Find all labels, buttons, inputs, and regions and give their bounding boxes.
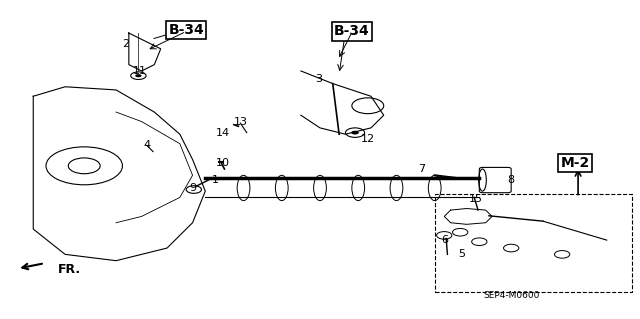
Text: 5: 5 xyxy=(459,249,466,259)
Text: B-34: B-34 xyxy=(168,23,204,37)
Text: 14: 14 xyxy=(216,128,230,137)
Text: 11: 11 xyxy=(133,66,147,76)
Text: 9: 9 xyxy=(189,183,196,193)
Circle shape xyxy=(135,74,141,77)
Text: 7: 7 xyxy=(419,164,426,174)
Text: 10: 10 xyxy=(216,158,230,168)
Text: 12: 12 xyxy=(361,134,375,144)
Text: 13: 13 xyxy=(234,116,248,127)
Text: 15: 15 xyxy=(469,194,483,204)
Text: FR.: FR. xyxy=(58,263,81,276)
Circle shape xyxy=(351,131,359,135)
Text: M-2: M-2 xyxy=(560,156,589,170)
Text: 1: 1 xyxy=(211,175,218,185)
Text: 8: 8 xyxy=(508,175,515,185)
Bar xyxy=(435,194,632,292)
Text: 3: 3 xyxy=(316,74,322,84)
Text: 4: 4 xyxy=(143,140,150,150)
Text: B-34: B-34 xyxy=(334,25,370,38)
Text: 2: 2 xyxy=(122,39,129,49)
Text: 6: 6 xyxy=(441,235,448,245)
Text: SEP4-M0600: SEP4-M0600 xyxy=(483,291,540,300)
